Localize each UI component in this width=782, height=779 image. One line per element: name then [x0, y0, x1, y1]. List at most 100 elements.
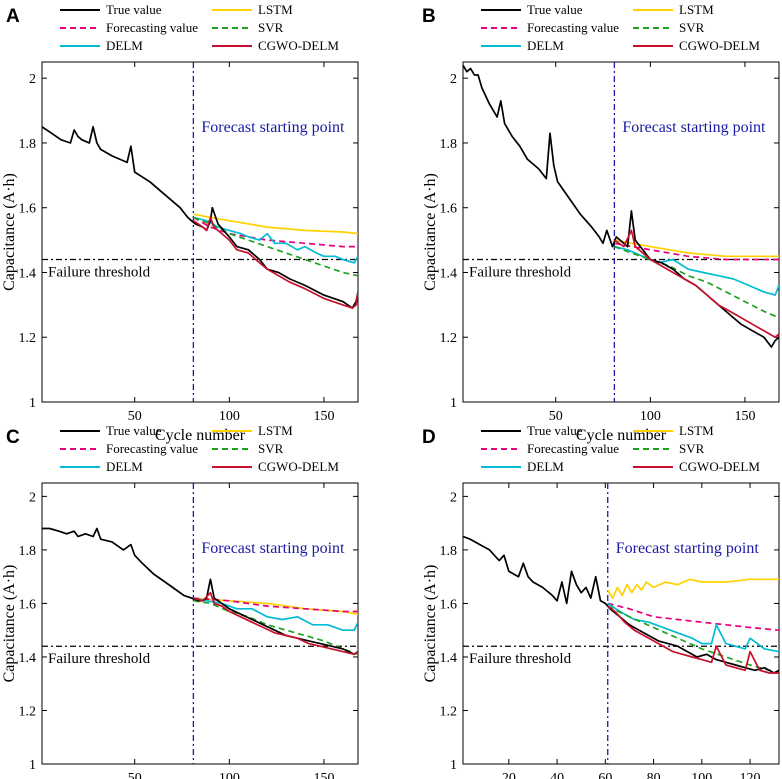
panel-letter: C [6, 427, 20, 448]
series-true-value [42, 125, 358, 309]
plot-area [463, 62, 779, 402]
axes-frame [462, 61, 780, 403]
y-tick-label: 1 [450, 396, 457, 411]
legend-label: DELM [106, 459, 143, 474]
plot-area [42, 483, 358, 764]
failure-threshold-label: Failure threshold [48, 651, 151, 667]
y-axis-title: Capacitance (A·h) [1, 565, 18, 683]
legend-label: SVR [258, 441, 284, 456]
x-tick-label: 50 [128, 771, 142, 779]
x-tick-label: 20 [502, 771, 516, 779]
y-axis-title: Capacitance (A·h) [422, 173, 439, 291]
failure-threshold-label: Failure threshold [48, 265, 151, 281]
y-tick-label: 1.8 [440, 544, 458, 559]
forecast-start-label: Forecast starting point [201, 540, 345, 557]
x-tick-label: 40 [550, 771, 564, 779]
legend-label: SVR [258, 20, 284, 35]
x-tick-label: 150 [313, 409, 334, 424]
y-tick-label: 1 [450, 758, 457, 773]
legend-label: Forecasting value [106, 441, 198, 456]
legend-label: LSTM [258, 2, 293, 17]
series-forecasting-value [193, 597, 358, 613]
panel-b: B True value Forecasting value DELM LSTM SVR C… [422, 2, 780, 444]
legend-label: Forecasting value [527, 441, 619, 456]
axes-frame [41, 61, 359, 403]
x-tick-label: 50 [128, 409, 142, 424]
legend-label: LSTM [258, 423, 293, 438]
y-tick-label: 1.6 [19, 597, 37, 612]
y-tick-label: 1.2 [19, 704, 37, 719]
x-tick-label: 150 [734, 409, 755, 424]
y-tick-label: 1 [29, 758, 36, 773]
legend-label: CGWO-DELM [258, 38, 339, 53]
y-tick-label: 1.8 [19, 137, 37, 152]
legend: True value Forecasting value DELM LSTM SVR CG… [60, 423, 339, 474]
y-tick-label: 1.2 [440, 704, 458, 719]
forecast-start-label: Forecast starting point [616, 540, 760, 557]
axes-frame [462, 482, 780, 765]
x-tick-label: 60 [598, 771, 612, 779]
plot-area [463, 483, 779, 764]
series-cgwo-delm [613, 229, 779, 339]
legend-label: SVR [679, 20, 705, 35]
x-tick-label: 100 [691, 771, 712, 779]
series-svr [614, 245, 779, 319]
y-tick-label: 1 [29, 396, 36, 411]
legend-label: CGWO-DELM [679, 459, 760, 474]
panel-c: C True value Forecasting value DELM LSTM SVR C… [1, 423, 359, 779]
series-lstm [614, 239, 779, 258]
legend: True value Forecasting value DELM LSTM SVR CG… [481, 423, 760, 474]
panel-letter: D [422, 427, 436, 448]
x-tick-label: 120 [740, 771, 761, 779]
series-forecasting-value [607, 602, 779, 632]
series-true-value [463, 535, 779, 674]
panel-letter: A [6, 6, 20, 27]
y-tick-label: 1.2 [19, 331, 37, 346]
y-tick-label: 1.2 [440, 331, 458, 346]
legend-label: True value [527, 2, 583, 17]
x-tick-label: 100 [640, 409, 661, 424]
y-tick-label: 2 [29, 72, 36, 87]
y-tick-label: 1.6 [19, 202, 37, 217]
series-lstm [606, 578, 779, 599]
legend-label: True value [106, 2, 162, 17]
y-tick-label: 2 [29, 490, 36, 505]
y-tick-label: 1.6 [440, 597, 458, 612]
legend-label: Forecasting value [527, 20, 619, 35]
panel-d: D True value Forecasting value DELM LSTM SVR C… [422, 423, 780, 779]
x-tick-label: 100 [219, 409, 240, 424]
y-tick-label: 2 [450, 490, 457, 505]
forecast-start-label: Forecast starting point [622, 119, 766, 136]
failure-threshold-label: Failure threshold [469, 265, 572, 281]
legend: True value Forecasting value DELM LSTM SVR CG… [60, 2, 339, 53]
legend-label: True value [527, 423, 583, 438]
series-delm [193, 216, 358, 264]
series-delm [607, 602, 779, 653]
legend-label: SVR [679, 441, 705, 456]
y-tick-label: 1.4 [440, 651, 458, 666]
legend-label: DELM [106, 38, 143, 53]
legend-label: LSTM [679, 2, 714, 17]
plot-area [42, 62, 358, 402]
x-tick-label: 80 [647, 771, 661, 779]
legend-label: DELM [527, 459, 564, 474]
legend-label: Forecasting value [106, 20, 198, 35]
panel-letter: B [422, 6, 436, 27]
series-cgwo-delm [193, 591, 358, 656]
legend-label: True value [106, 423, 162, 438]
y-tick-label: 2 [450, 72, 457, 87]
failure-threshold-label: Failure threshold [469, 651, 572, 667]
forecast-start-label: Forecast starting point [201, 119, 345, 136]
x-tick-label: 50 [549, 409, 563, 424]
series-true-value [463, 64, 779, 348]
legend-label: DELM [527, 38, 564, 53]
y-tick-label: 1.4 [440, 266, 458, 281]
series-forecasting-value [614, 242, 779, 261]
y-tick-label: 1.8 [440, 137, 458, 152]
y-tick-label: 1.6 [440, 202, 458, 217]
panel-a: A True value Forecasting value DELM LSTM SVR C… [1, 2, 359, 444]
series-cgwo-delm [607, 605, 779, 674]
series-forecasting-value [192, 216, 358, 248]
legend-label: CGWO-DELM [258, 459, 339, 474]
